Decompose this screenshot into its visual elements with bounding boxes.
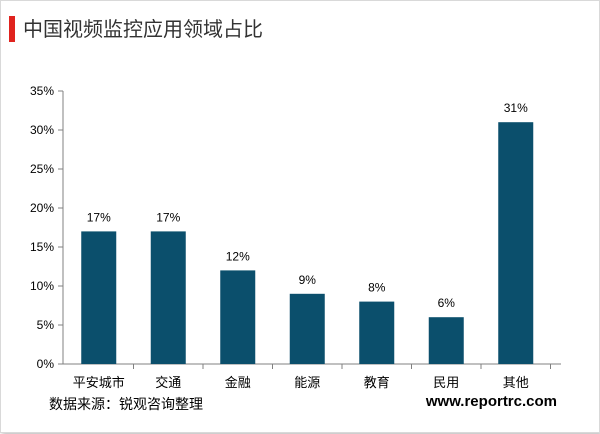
x-category-label: 教育 [364, 375, 390, 391]
bar-value-label: 9% [299, 273, 317, 287]
y-tick-label: 5% [37, 318, 55, 332]
bar [498, 122, 534, 364]
y-tick-label: 15% [30, 240, 54, 254]
x-category-label: 交通 [155, 375, 181, 391]
bar-value-label: 17% [87, 210, 111, 224]
bar [359, 301, 395, 364]
website-watermark: www.reportrc.com [425, 393, 557, 410]
title-accent-bar [9, 16, 15, 42]
bar-value-label: 6% [438, 296, 456, 310]
bar [289, 293, 325, 364]
x-category-label: 平安城市 [73, 375, 125, 391]
bar-value-label: 12% [226, 249, 250, 263]
y-tick-label: 30% [30, 123, 54, 137]
bar-value-label: 8% [368, 281, 386, 295]
bar [220, 270, 256, 364]
bar [428, 317, 464, 364]
y-tick-label: 20% [30, 201, 54, 215]
chart-title: 中国视频监控应用领域占比 [23, 17, 263, 41]
x-category-label: 金融 [225, 375, 251, 391]
y-tick-label: 10% [30, 279, 54, 293]
bar-value-label: 17% [156, 210, 180, 224]
y-tick-label: 0% [37, 357, 55, 371]
x-category-label: 其他 [503, 376, 529, 391]
bar [81, 231, 117, 364]
bar [150, 231, 186, 364]
y-tick-label: 25% [30, 162, 54, 176]
y-tick-label: 35% [30, 84, 54, 98]
x-category-label: 民用 [433, 376, 459, 391]
bar-value-label: 31% [504, 101, 528, 115]
data-source-note: 数据来源：锐观咨询整理 [49, 397, 203, 413]
x-category-label: 能源 [294, 376, 320, 391]
